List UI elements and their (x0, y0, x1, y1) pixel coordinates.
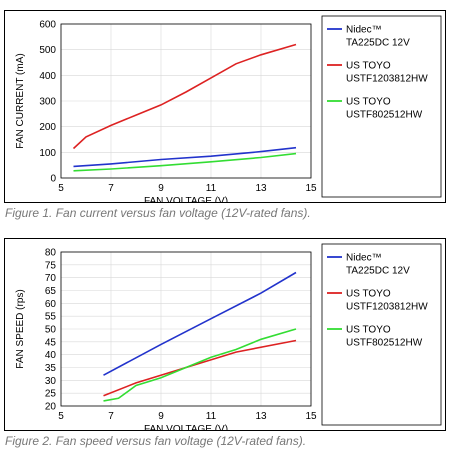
legend-label: USTF802512HW (346, 338, 423, 349)
legend-label: USTF1203812HW (346, 302, 428, 313)
series-line-0 (103, 271, 297, 376)
series-line-0 (73, 146, 297, 168)
y-tick-label: 300 (39, 97, 56, 108)
y-tick-label: 200 (39, 122, 56, 133)
y-tick-label: 30 (45, 376, 57, 387)
legend-label: USTF1203812HW (346, 74, 428, 85)
x-tick-label: 7 (108, 183, 114, 194)
y-tick-label: 35 (45, 363, 57, 374)
x-tick-label: 9 (158, 411, 164, 422)
y-tick-label: 20 (45, 402, 57, 413)
y-tick-label: 80 (45, 248, 57, 259)
y-tick-label: 40 (45, 350, 57, 361)
x-tick-label: 15 (305, 411, 317, 422)
x-axis-label: FAN VOLTAGE (V) (144, 196, 228, 202)
series-line-2 (103, 328, 297, 402)
figure-1-panel: 5 7 9 11 13 15 0 100 200 300 400 500 600 FAN VOLTAGE … (4, 10, 446, 207)
figure-1-caption: Figure 1. Fan current versus fan voltage… (5, 206, 311, 220)
y-tick-label: 0 (50, 174, 56, 185)
y-tick-label: 45 (45, 337, 57, 348)
legend-label: TA225DC 12V (346, 38, 410, 49)
y-axis-label: FAN CURRENT (mA) (15, 53, 26, 148)
x-tick-label: 7 (108, 411, 114, 422)
x-tick-label: 15 (305, 183, 317, 194)
legend-label: US TOYO (346, 97, 391, 108)
legend-box (321, 15, 442, 198)
y-tick-label: 75 (45, 260, 57, 271)
y-tick-label: 50 (45, 325, 57, 336)
y-axis-label: FAN SPEED (rps) (15, 289, 26, 368)
y-tick-label: 400 (39, 71, 56, 82)
y-tick-label: 55 (45, 312, 57, 323)
plot-area (60, 251, 312, 407)
x-axis-label: FAN VOLTAGE (V) (144, 424, 228, 430)
x-tick-label: 11 (206, 183, 217, 194)
legend-label: Nidec™ (346, 253, 382, 264)
legend-label: US TOYO (346, 61, 391, 72)
x-tick-label: 13 (255, 411, 267, 422)
y-tick-label: 600 (39, 20, 56, 31)
y-tick-label: 25 (45, 389, 57, 400)
x-tick-label: 13 (255, 183, 267, 194)
x-tick-label: 9 (158, 183, 164, 194)
figure-2-caption: Figure 2. Fan speed versus fan voltage (… (5, 434, 307, 448)
figure-2-panel: 5 7 9 11 13 15 20 25 30 35 40 45 50 55 60 65 70 75 80 FAN V… (4, 238, 446, 435)
chart-fan-current: 5 7 9 11 13 15 0 100 200 300 400 500 600 FAN VOLTAGE … (15, 15, 442, 207)
legend-label: US TOYO (346, 325, 391, 336)
y-tick-label: 100 (39, 148, 56, 159)
plot-area (60, 23, 312, 179)
y-tick-label: 70 (45, 273, 57, 284)
y-tick-label: 60 (45, 299, 57, 310)
legend-label: USTF802512HW (346, 110, 423, 121)
x-tick-label: 5 (58, 183, 64, 194)
x-tick-label: 11 (206, 411, 217, 422)
series-line-1 (72, 43, 297, 150)
y-tick-label: 65 (45, 286, 57, 297)
legend-label: Nidec™ (346, 25, 382, 36)
legend-label: TA225DC 12V (346, 266, 410, 277)
y-tick-label: 500 (39, 45, 56, 56)
legend-label: US TOYO (346, 289, 391, 300)
series-line-2 (73, 152, 297, 172)
x-tick-label: 5 (58, 411, 64, 422)
legend-box (321, 243, 442, 426)
